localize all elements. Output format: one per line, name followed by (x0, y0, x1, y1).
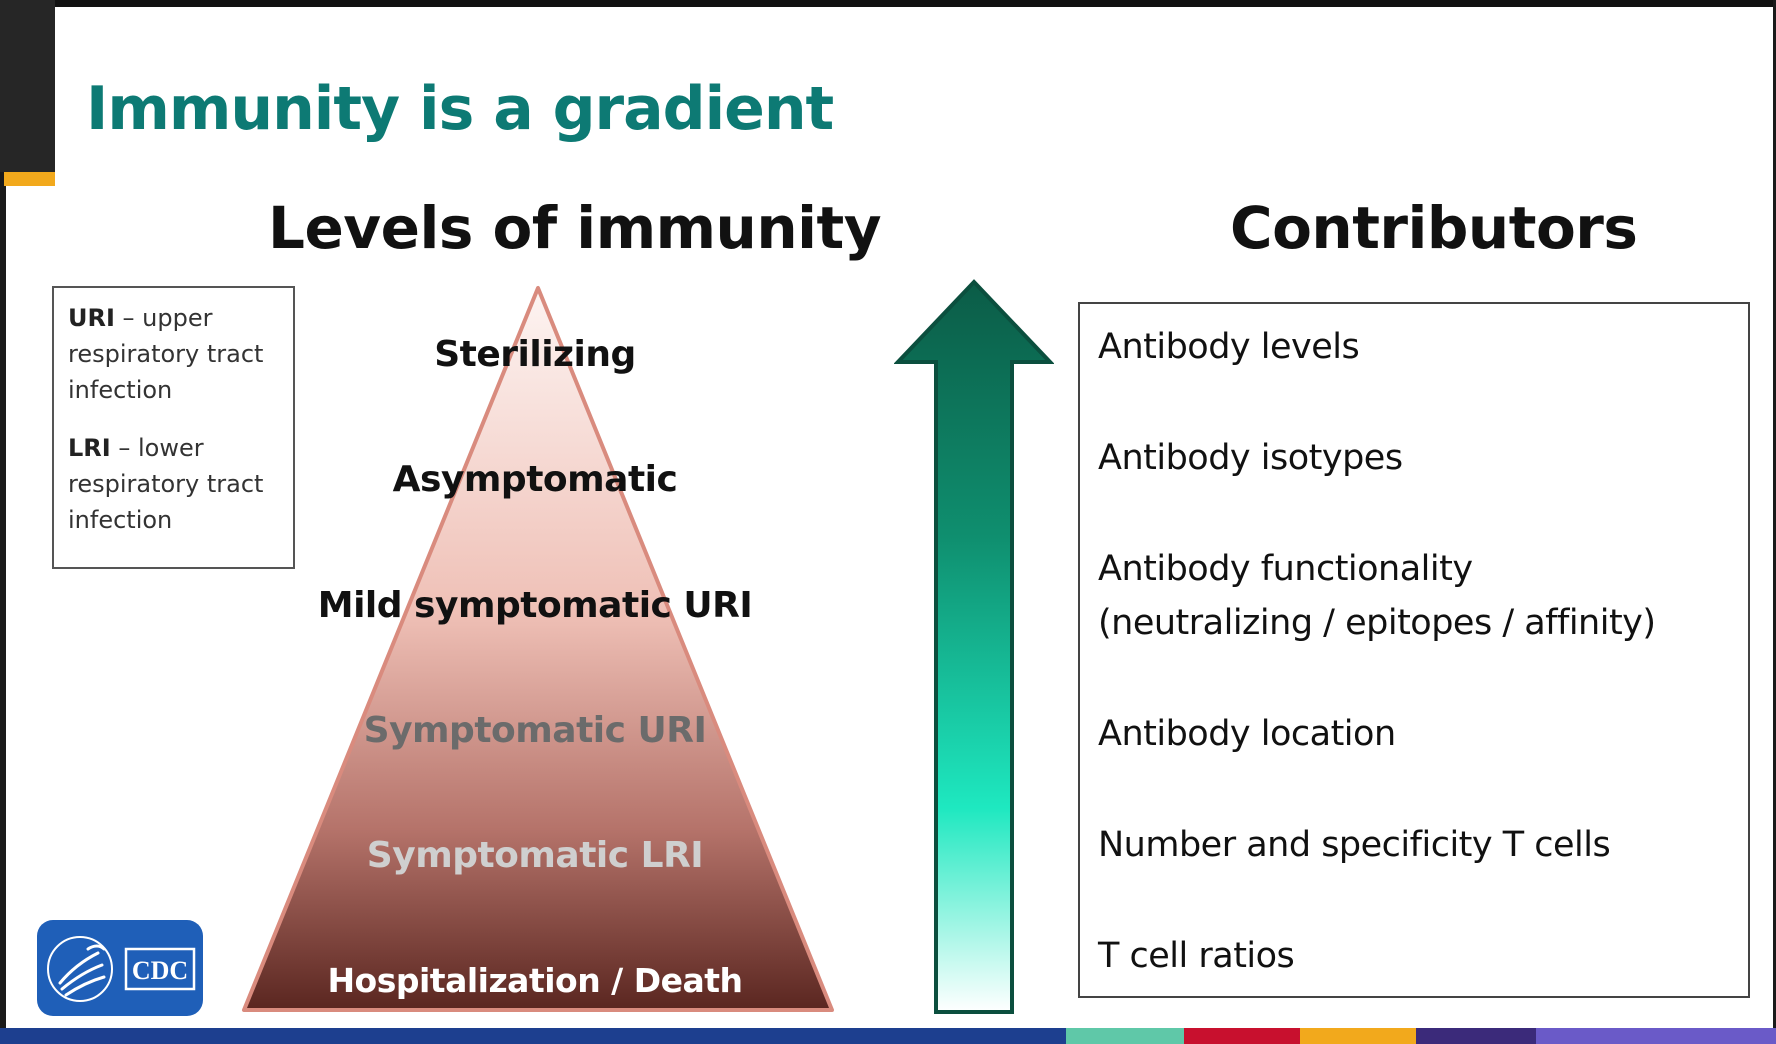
levels-heading: Levels of immunity (268, 194, 882, 262)
level-hospitalization-death: Hospitalization / Death (327, 961, 743, 1000)
contributor-antibody-location: Antibody location (1098, 714, 1396, 754)
contributor-t-cell-ratios: T cell ratios (1098, 936, 1295, 976)
legend-entry-lri: LRI – lower respiratory tract infection (68, 430, 279, 538)
contributor-functionality-line2: (neutralizing / epitopes / affinity) (1098, 603, 1656, 643)
level-asymptomatic: Asymptomatic (392, 459, 678, 500)
level-symptomatic-uri: Symptomatic URI (363, 710, 707, 751)
title-accent-bar (0, 0, 55, 172)
legend-term: URI (68, 304, 115, 332)
contributor-antibody-isotypes: Antibody isotypes (1098, 438, 1403, 478)
contributor-t-cell-number-specificity: Number and specificity T cells (1098, 825, 1611, 865)
legend-entry-uri: URI – upper respiratory tract infection (68, 300, 279, 408)
abbreviation-legend: URI – upper respiratory tract infection … (52, 286, 295, 569)
cdc-logo: CDC (37, 920, 203, 1016)
slide-title: Immunity is a gradient (86, 74, 834, 144)
footer-segment (1066, 1028, 1184, 1044)
level-symptomatic-lri: Symptomatic LRI (366, 835, 704, 876)
level-sterilizing: Sterilizing (434, 334, 636, 375)
contributor-functionality-line1: Antibody functionality (1098, 549, 1473, 589)
frame-top-border (0, 0, 1776, 7)
level-mild-symptomatic-uri: Mild symptomatic URI (317, 585, 753, 626)
legend-definition: – upper respiratory tract infection (68, 304, 264, 404)
frame-left-border (0, 0, 6, 1044)
legend-term: LRI (68, 434, 111, 462)
footer-segment (1416, 1028, 1536, 1044)
contributor-antibody-functionality: Antibody functionality (neutralizing / e… (1098, 542, 1656, 650)
footer-segment (1536, 1028, 1776, 1044)
contributor-antibody-levels: Antibody levels (1098, 327, 1360, 367)
legend-definition: – lower respiratory tract infection (68, 434, 264, 534)
cdc-logo-text: CDC (132, 956, 188, 985)
title-accent-gold (4, 172, 55, 186)
immunity-pyramid (242, 286, 834, 1012)
footer-segment (1184, 1028, 1300, 1044)
footer-color-bar (0, 1028, 1776, 1044)
frame-right-border (1773, 0, 1776, 1044)
contributors-heading: Contributors (1230, 194, 1638, 262)
gradient-up-arrow-icon (894, 279, 1054, 1014)
contributors-box: Antibody levels Antibody isotypes Antibo… (1078, 302, 1750, 998)
hhs-eagle-icon (47, 936, 113, 1002)
arrow-shape (894, 279, 1054, 1014)
pyramid-shape (242, 286, 834, 1012)
footer-segment (0, 1028, 1066, 1044)
footer-segment (1300, 1028, 1416, 1044)
